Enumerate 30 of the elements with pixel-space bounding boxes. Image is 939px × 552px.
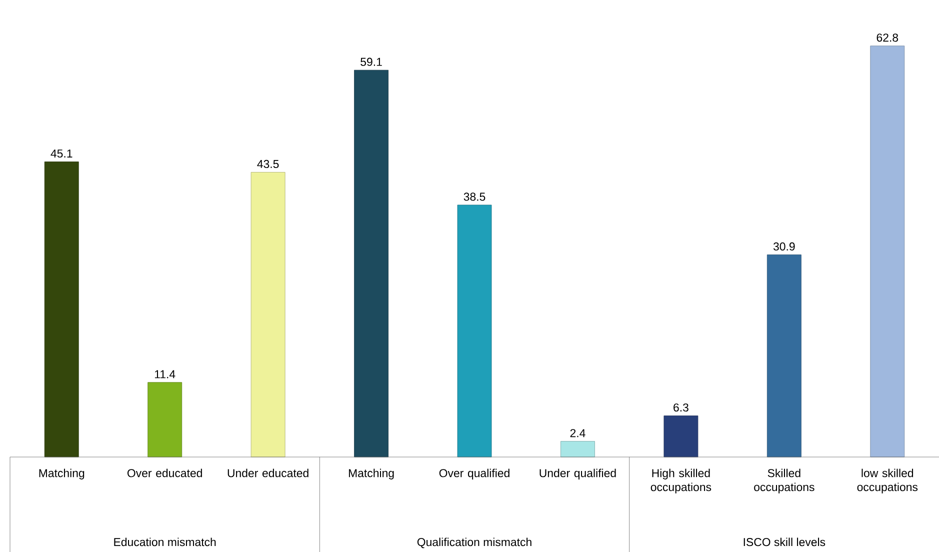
bar xyxy=(148,382,182,458)
x-tick-label: Matching xyxy=(39,468,84,480)
bar xyxy=(457,204,492,458)
text: Qualification mismatch xyxy=(417,538,532,548)
x-tick-label: Over educated xyxy=(127,468,202,478)
bar xyxy=(354,70,388,458)
text: ISCO skill levels xyxy=(744,538,826,546)
data-label: 38.5 xyxy=(464,192,486,201)
x-tick-label: Over qualified xyxy=(439,468,510,480)
text: Education mismatch xyxy=(114,538,216,546)
bar xyxy=(560,441,595,458)
x-tick-label: Under qualified xyxy=(540,468,616,480)
bar xyxy=(664,416,698,458)
data-label: 2.4 xyxy=(570,429,586,438)
data-label: 6.3 xyxy=(674,403,688,412)
data-label: 11.4 xyxy=(154,370,176,378)
bar xyxy=(250,172,286,458)
x-tick-label: low skilled occupations xyxy=(857,468,918,494)
x-tick-label: Matching xyxy=(348,468,394,480)
x-tick-label: High skilled occupations xyxy=(650,468,712,494)
data-label: 30.9 xyxy=(773,242,795,251)
data-label: 59.1 xyxy=(360,58,382,66)
data-label: 45.1 xyxy=(50,150,72,158)
x-tick-label: Skilled occupations xyxy=(754,468,814,494)
bar xyxy=(44,162,79,458)
data-label: 62.8 xyxy=(876,34,898,42)
data-label: 43.5 xyxy=(257,160,279,168)
bar xyxy=(766,254,802,458)
bar xyxy=(870,46,905,458)
x-tick-label: Under educated xyxy=(228,468,308,478)
